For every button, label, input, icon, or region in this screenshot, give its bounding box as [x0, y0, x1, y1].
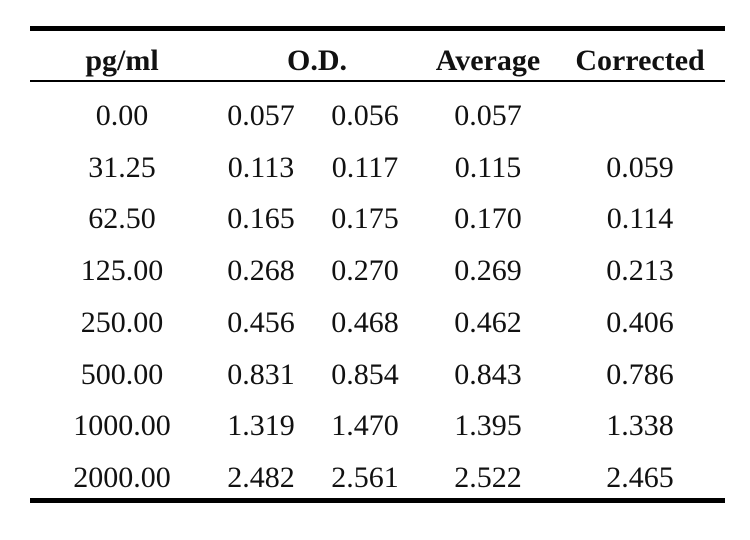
table-top-rule — [30, 26, 725, 31]
cell-conc: 500.00 — [80, 357, 164, 391]
cell-od2: 0.117 — [331, 150, 399, 184]
cell-corrected: 1.338 — [606, 409, 674, 443]
cell-conc: 0.00 — [95, 99, 149, 132]
cell-od1: 0.113 — [227, 150, 295, 184]
header-corrected: Corrected — [575, 44, 705, 77]
cell-od1: 0.165 — [227, 202, 295, 236]
cell-corrected: 0.213 — [606, 254, 674, 288]
cell-od2: 0.175 — [331, 202, 399, 236]
cell-od1: 2.482 — [227, 460, 295, 494]
cell-od1: 1.319 — [227, 409, 295, 443]
cell-od2: 0.854 — [331, 357, 399, 391]
cell-conc: 31.25 — [88, 150, 156, 184]
cell-od2: 1.470 — [331, 409, 399, 443]
cell-od2: 0.270 — [331, 254, 399, 288]
cell-od1: 0.831 — [227, 357, 295, 391]
cell-od2: 0.468 — [331, 305, 399, 339]
cell-conc: 250.00 — [80, 305, 164, 339]
header-average: Average — [435, 44, 541, 77]
cell-od2: 2.561 — [331, 460, 399, 494]
cell-corrected: 0.406 — [606, 305, 674, 339]
cell-average: 0.269 — [454, 254, 522, 288]
cell-conc: 125.00 — [80, 254, 164, 288]
cell-average: 0.057 — [454, 99, 522, 132]
cell-corrected: 0.114 — [606, 202, 674, 236]
cell-conc: 1000.00 — [73, 409, 171, 443]
cell-od1: 0.456 — [227, 305, 295, 339]
cell-conc: 2000.00 — [73, 460, 171, 494]
header-conc: pg/ml — [85, 44, 159, 77]
table-bottom-rule — [30, 498, 725, 503]
cell-corrected: 2.465 — [606, 460, 674, 494]
cell-corrected: 0.786 — [606, 357, 674, 391]
header-rule — [30, 80, 725, 82]
cell-corrected: 0.059 — [606, 150, 674, 184]
cell-conc: 62.50 — [88, 202, 156, 236]
cell-average: 0.462 — [454, 305, 522, 339]
header-od: O.D. — [287, 44, 347, 77]
cell-average: 0.843 — [454, 357, 522, 391]
cell-average: 1.395 — [454, 409, 522, 443]
cell-od1: 0.268 — [227, 254, 295, 288]
cell-od1: 0.057 — [227, 99, 295, 132]
cell-average: 0.115 — [454, 150, 522, 184]
cell-od2: 0.056 — [331, 99, 399, 132]
cell-average: 0.170 — [454, 202, 522, 236]
cell-average: 2.522 — [454, 460, 522, 494]
